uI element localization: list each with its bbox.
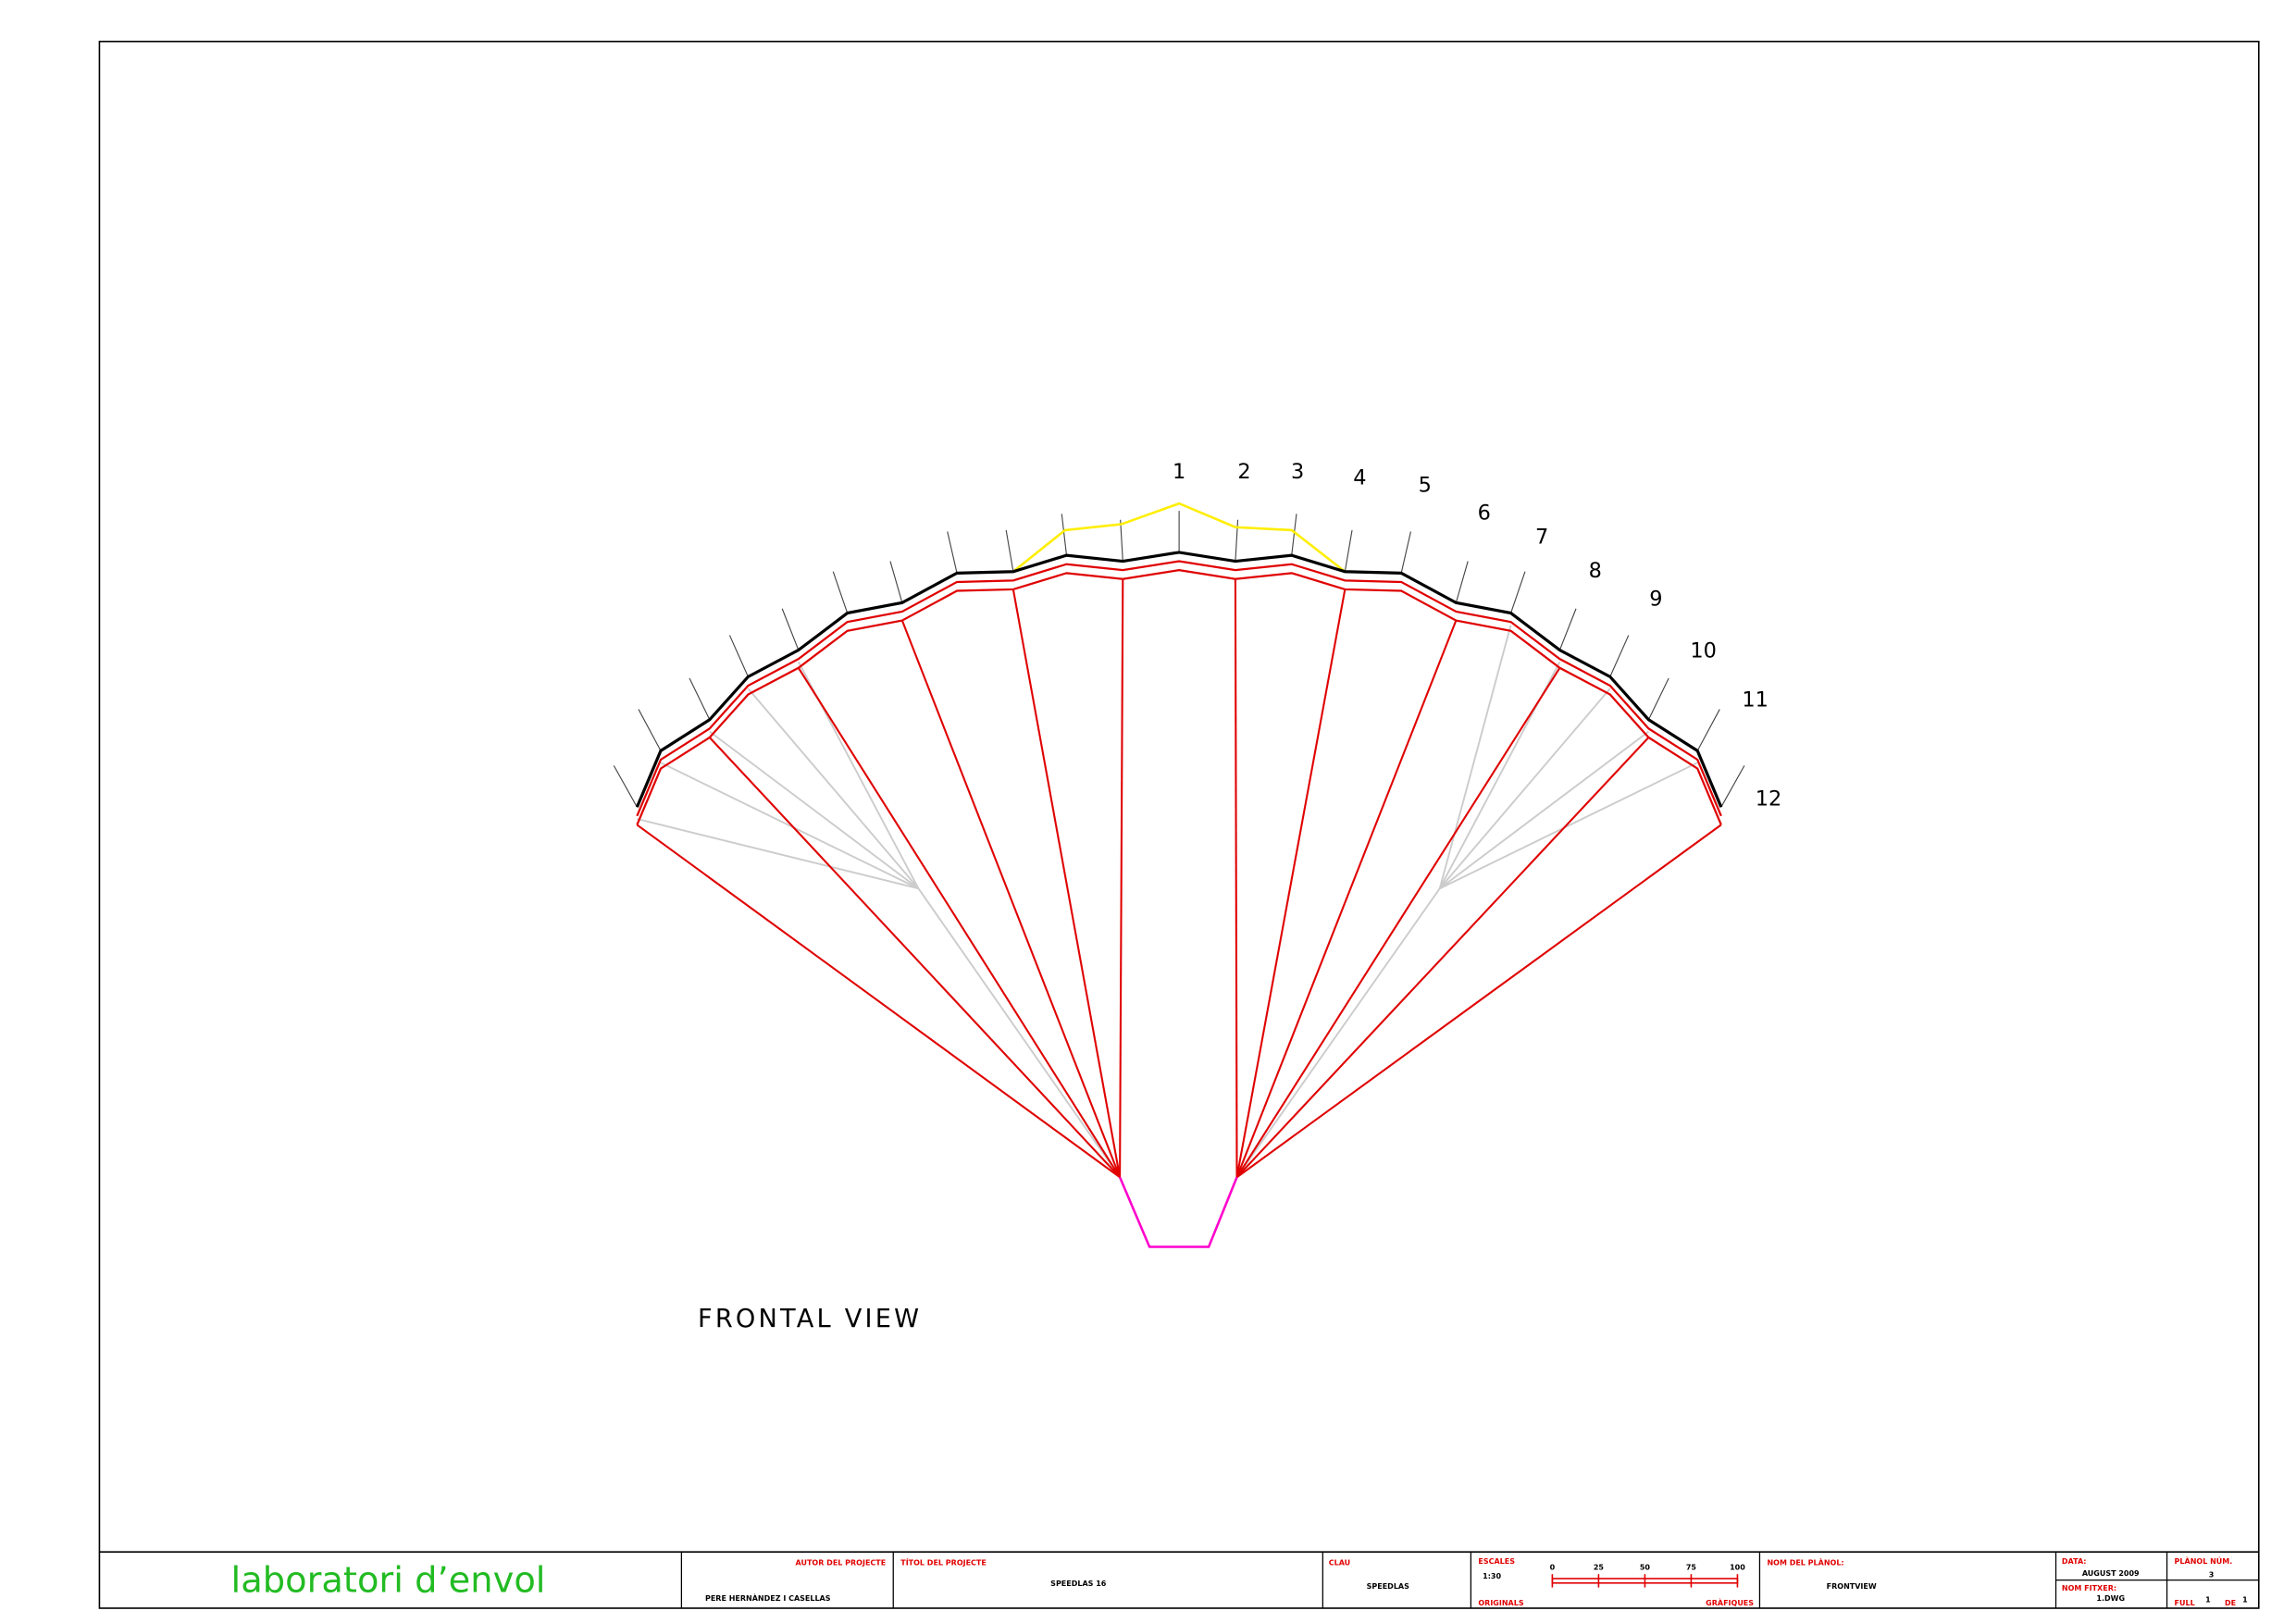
scale-tick-label: 100	[1730, 1563, 1745, 1571]
cell-label: 4	[1353, 465, 1366, 489]
value: AUGUST 2009	[2082, 1569, 2140, 1578]
rib-tick	[689, 677, 711, 721]
rib-tick	[728, 635, 749, 677]
value: SPEEDLAS 16	[1050, 1580, 1107, 1588]
construction-line	[1439, 688, 1611, 889]
value: 1.DWG	[2096, 1594, 2125, 1603]
rib-tick	[1558, 608, 1577, 650]
label: DATA:	[2062, 1557, 2087, 1566]
label: ESCALES	[1478, 1557, 1515, 1566]
suspension-line	[1119, 578, 1124, 1178]
value: FRONTVIEW	[1827, 1582, 1877, 1591]
rib-tick	[613, 765, 638, 808]
cell-label: 9	[1649, 588, 1662, 612]
cell-label: 12	[1756, 787, 1782, 812]
rib-tick	[1609, 635, 1630, 677]
value: 1:30	[1483, 1572, 1501, 1580]
rib-tick	[1647, 677, 1669, 721]
rib-tick	[638, 709, 662, 751]
value: 1	[2205, 1596, 2211, 1604]
scale-tick-label: 50	[1640, 1563, 1651, 1571]
scale-tick-label: 0	[1550, 1563, 1556, 1571]
cell-label: 10	[1690, 639, 1717, 663]
rib-tick	[1720, 765, 1745, 808]
cell-label: 7	[1535, 525, 1548, 549]
rib-tick	[1344, 529, 1353, 572]
rib-tick	[1291, 514, 1297, 556]
label: DE	[2225, 1599, 2236, 1607]
view-title: FRONTAL VIEW	[698, 1305, 922, 1333]
canopy	[613, 502, 1745, 1248]
scale-tick-label: 75	[1686, 1563, 1697, 1571]
rib-tick	[1696, 709, 1720, 751]
label: GRÀFIQUES	[1706, 1597, 1754, 1607]
label: PLÀNOL NÚM.	[2175, 1555, 2233, 1566]
construction-line	[709, 730, 920, 889]
upper-surface	[635, 551, 1723, 808]
cell-label: 6	[1478, 502, 1491, 526]
suspension-line	[1235, 588, 1347, 1178]
construction-line	[637, 818, 919, 890]
cell-label: 3	[1291, 460, 1304, 484]
rib-tick	[1455, 561, 1469, 603]
construction-line	[747, 688, 920, 889]
value: PERE HERNÀNDEZ I CASELLAS	[705, 1592, 831, 1603]
construction-line	[1439, 730, 1650, 889]
suspension-line	[1011, 588, 1122, 1178]
suspension-line	[636, 824, 1121, 1179]
cell-label: 8	[1589, 559, 1602, 583]
suspension-line	[900, 620, 1122, 1178]
rib-tick	[781, 608, 800, 650]
construction-line	[660, 762, 919, 890]
construction-line	[1438, 625, 1512, 889]
rib-tick	[1510, 571, 1526, 613]
value: SPEEDLAS	[1367, 1582, 1409, 1591]
title-block: laboratori d’envol AUTOR DEL PROJECTE PE…	[99, 1551, 2259, 1608]
label: AUTOR DEL PROJECTE	[796, 1559, 887, 1567]
label: NOM FITXER:	[2062, 1584, 2116, 1592]
label: FULL	[2175, 1599, 2195, 1607]
label: TÍTOL DEL PROJECTE	[900, 1557, 987, 1567]
label: CLAU	[1329, 1559, 1350, 1567]
suspension-line	[1235, 737, 1650, 1179]
dividers	[680, 1552, 2259, 1608]
rib-tick	[1120, 519, 1123, 562]
cell-label: 1	[1173, 460, 1185, 484]
construction-line	[1439, 762, 1698, 890]
pilot-outline	[1118, 1176, 1238, 1248]
yellow-profile	[1012, 502, 1347, 573]
construction-line	[1235, 887, 1441, 1178]
suspension-line	[1235, 824, 1722, 1179]
red-surface	[636, 569, 1722, 825]
rib-tick	[1005, 529, 1014, 572]
scale-tick-label: 25	[1594, 1563, 1605, 1571]
red-surface	[636, 560, 1722, 817]
cell-label: 5	[1419, 473, 1432, 497]
suspension-line	[1235, 667, 1561, 1178]
suspension-line	[797, 667, 1121, 1178]
sheet-border	[98, 41, 2260, 1609]
rib-tick	[1400, 531, 1411, 574]
cell-label: 2	[1237, 460, 1250, 484]
label: NOM DEL PLÀNOL:	[1767, 1557, 1843, 1567]
logo: laboratori d’envol	[231, 1559, 546, 1601]
suspension-line	[709, 737, 1121, 1178]
value: 3	[2209, 1570, 2215, 1579]
suspension-line	[1235, 620, 1458, 1178]
rib-tick	[1061, 514, 1068, 556]
rib-tick	[947, 531, 958, 574]
rib-tick	[889, 561, 903, 603]
label: ORIGINALS	[1478, 1599, 1523, 1607]
scale-bar: 0 25 50 75 100	[1550, 1563, 1745, 1588]
construction-line	[917, 887, 1121, 1178]
cell-label: 11	[1742, 688, 1769, 712]
value: 1	[2242, 1596, 2248, 1604]
rib-tick	[832, 571, 849, 613]
suspension-line	[1234, 578, 1238, 1178]
